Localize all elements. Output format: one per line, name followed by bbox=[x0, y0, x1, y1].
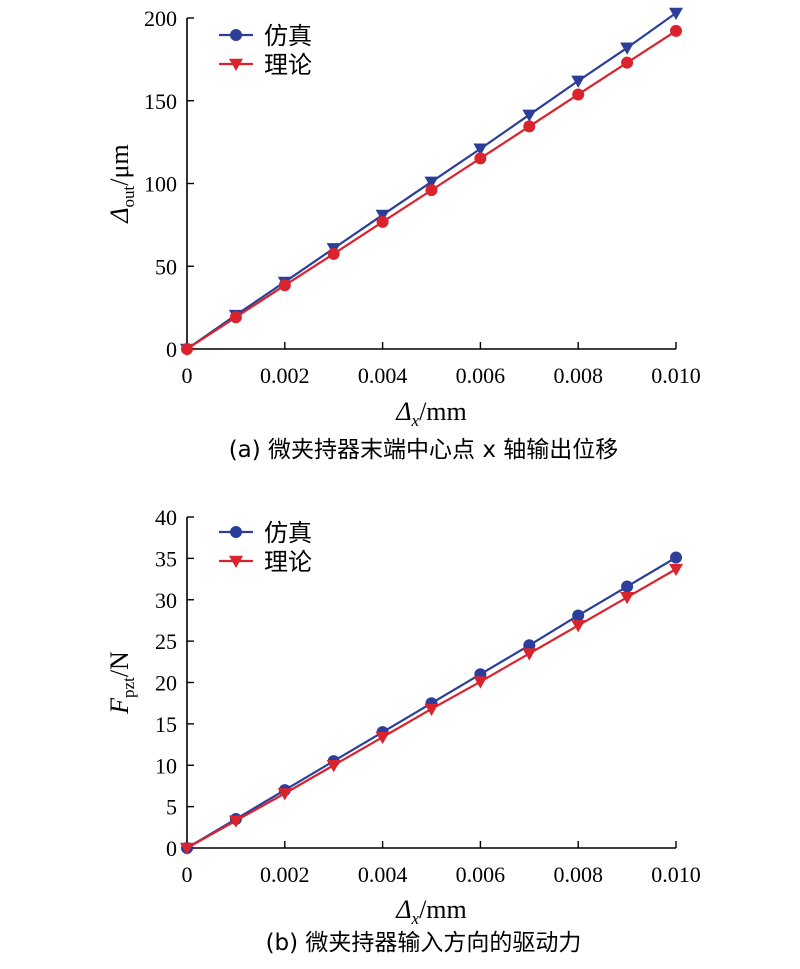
x-tick-label: 0 bbox=[182, 363, 193, 388]
legend-label: 仿真 bbox=[264, 22, 312, 50]
legend-marker bbox=[229, 58, 243, 71]
y-tick-label: 100 bbox=[144, 172, 177, 197]
chart-panel-a: 0 50 100 150 200 0 0.002 0.004 0.006 0.008 0.010 Δx… bbox=[105, 6, 701, 463]
x-tick-label: 0.002 bbox=[260, 862, 310, 887]
data-point bbox=[571, 620, 586, 633]
x-axis-label: Δx/mm bbox=[395, 397, 466, 430]
x-tick-label: 0.006 bbox=[456, 363, 506, 388]
x-tick-label: 0.010 bbox=[651, 363, 701, 388]
data-point bbox=[228, 815, 243, 828]
x-tick-label: 0.004 bbox=[358, 363, 408, 388]
data-point bbox=[425, 184, 438, 197]
y-tick-label: 35 bbox=[155, 546, 177, 571]
figure-caption: (b) 微夹持器输入方向的驱动力 bbox=[266, 930, 582, 956]
x-tick-label: 0.008 bbox=[553, 862, 603, 887]
data-point bbox=[621, 56, 634, 69]
y-tick-label: 200 bbox=[144, 6, 177, 31]
y-tick-label: 15 bbox=[155, 712, 177, 737]
x-tick-label: 0.006 bbox=[456, 862, 506, 887]
data-point bbox=[522, 109, 537, 122]
data-point bbox=[571, 75, 586, 88]
data-point bbox=[621, 580, 634, 593]
data-point bbox=[229, 311, 242, 324]
y-tick-label: 20 bbox=[155, 671, 177, 696]
y-tick-label: 50 bbox=[155, 254, 177, 279]
data-point bbox=[523, 639, 536, 652]
data-point bbox=[620, 592, 635, 605]
data-point bbox=[424, 703, 439, 716]
data-point bbox=[523, 120, 536, 133]
y-tick-label: 30 bbox=[155, 588, 177, 613]
legend-label: 仿真 bbox=[264, 519, 312, 547]
legend-label: 理论 bbox=[264, 51, 312, 79]
x-tick-label: 0.002 bbox=[260, 363, 310, 388]
chart-panel-b: 0 5 10 15 20 25 30 35 40 0 0.002 0.004 0.006 0.008 0.0… bbox=[105, 505, 701, 956]
x-tick-label: 0.004 bbox=[358, 862, 408, 887]
x-tick-label: 0.010 bbox=[651, 862, 701, 887]
y-tick-label: 5 bbox=[166, 795, 177, 820]
data-point bbox=[572, 609, 585, 622]
y-tick-label: 150 bbox=[144, 89, 177, 114]
data-point bbox=[669, 7, 683, 21]
legend-marker bbox=[230, 526, 242, 538]
data-point bbox=[181, 343, 193, 355]
y-tick-label: 0 bbox=[166, 337, 177, 362]
data-point bbox=[474, 152, 487, 165]
data-point bbox=[278, 279, 291, 292]
y-axis-label: Fpzt/N bbox=[105, 651, 138, 715]
legend-label: 理论 bbox=[264, 548, 312, 576]
data-point bbox=[375, 209, 390, 222]
y-axis-label: Δout/μm bbox=[105, 144, 138, 223]
x-tick-label: 0 bbox=[182, 862, 193, 887]
data-point bbox=[473, 143, 488, 156]
data-point bbox=[424, 176, 439, 189]
figure-caption: (a) 微夹持器末端中心点 x 轴输出位移 bbox=[229, 437, 619, 463]
y-tick-label: 10 bbox=[155, 753, 177, 778]
legend-marker bbox=[230, 29, 242, 41]
data-point bbox=[277, 788, 292, 801]
data-point bbox=[376, 215, 389, 228]
x-tick-label: 0.008 bbox=[553, 363, 603, 388]
legend-marker bbox=[229, 555, 243, 568]
y-tick-label: 40 bbox=[155, 505, 177, 530]
data-point bbox=[670, 551, 682, 564]
y-tick-label: 25 bbox=[155, 629, 177, 654]
data-point bbox=[327, 247, 340, 260]
x-axis-label: Δx/mm bbox=[395, 895, 466, 928]
data-point bbox=[669, 563, 683, 577]
data-point bbox=[375, 731, 390, 745]
series-仿真 bbox=[180, 7, 683, 356]
series-理论 bbox=[180, 563, 683, 855]
y-tick-label: 0 bbox=[166, 836, 177, 861]
data-point bbox=[620, 42, 635, 55]
data-point bbox=[670, 24, 682, 37]
data-point bbox=[522, 648, 537, 661]
data-point bbox=[326, 760, 341, 773]
data-point bbox=[572, 88, 585, 101]
series-理论 bbox=[181, 24, 682, 355]
data-point bbox=[180, 842, 194, 855]
data-point bbox=[473, 676, 488, 689]
